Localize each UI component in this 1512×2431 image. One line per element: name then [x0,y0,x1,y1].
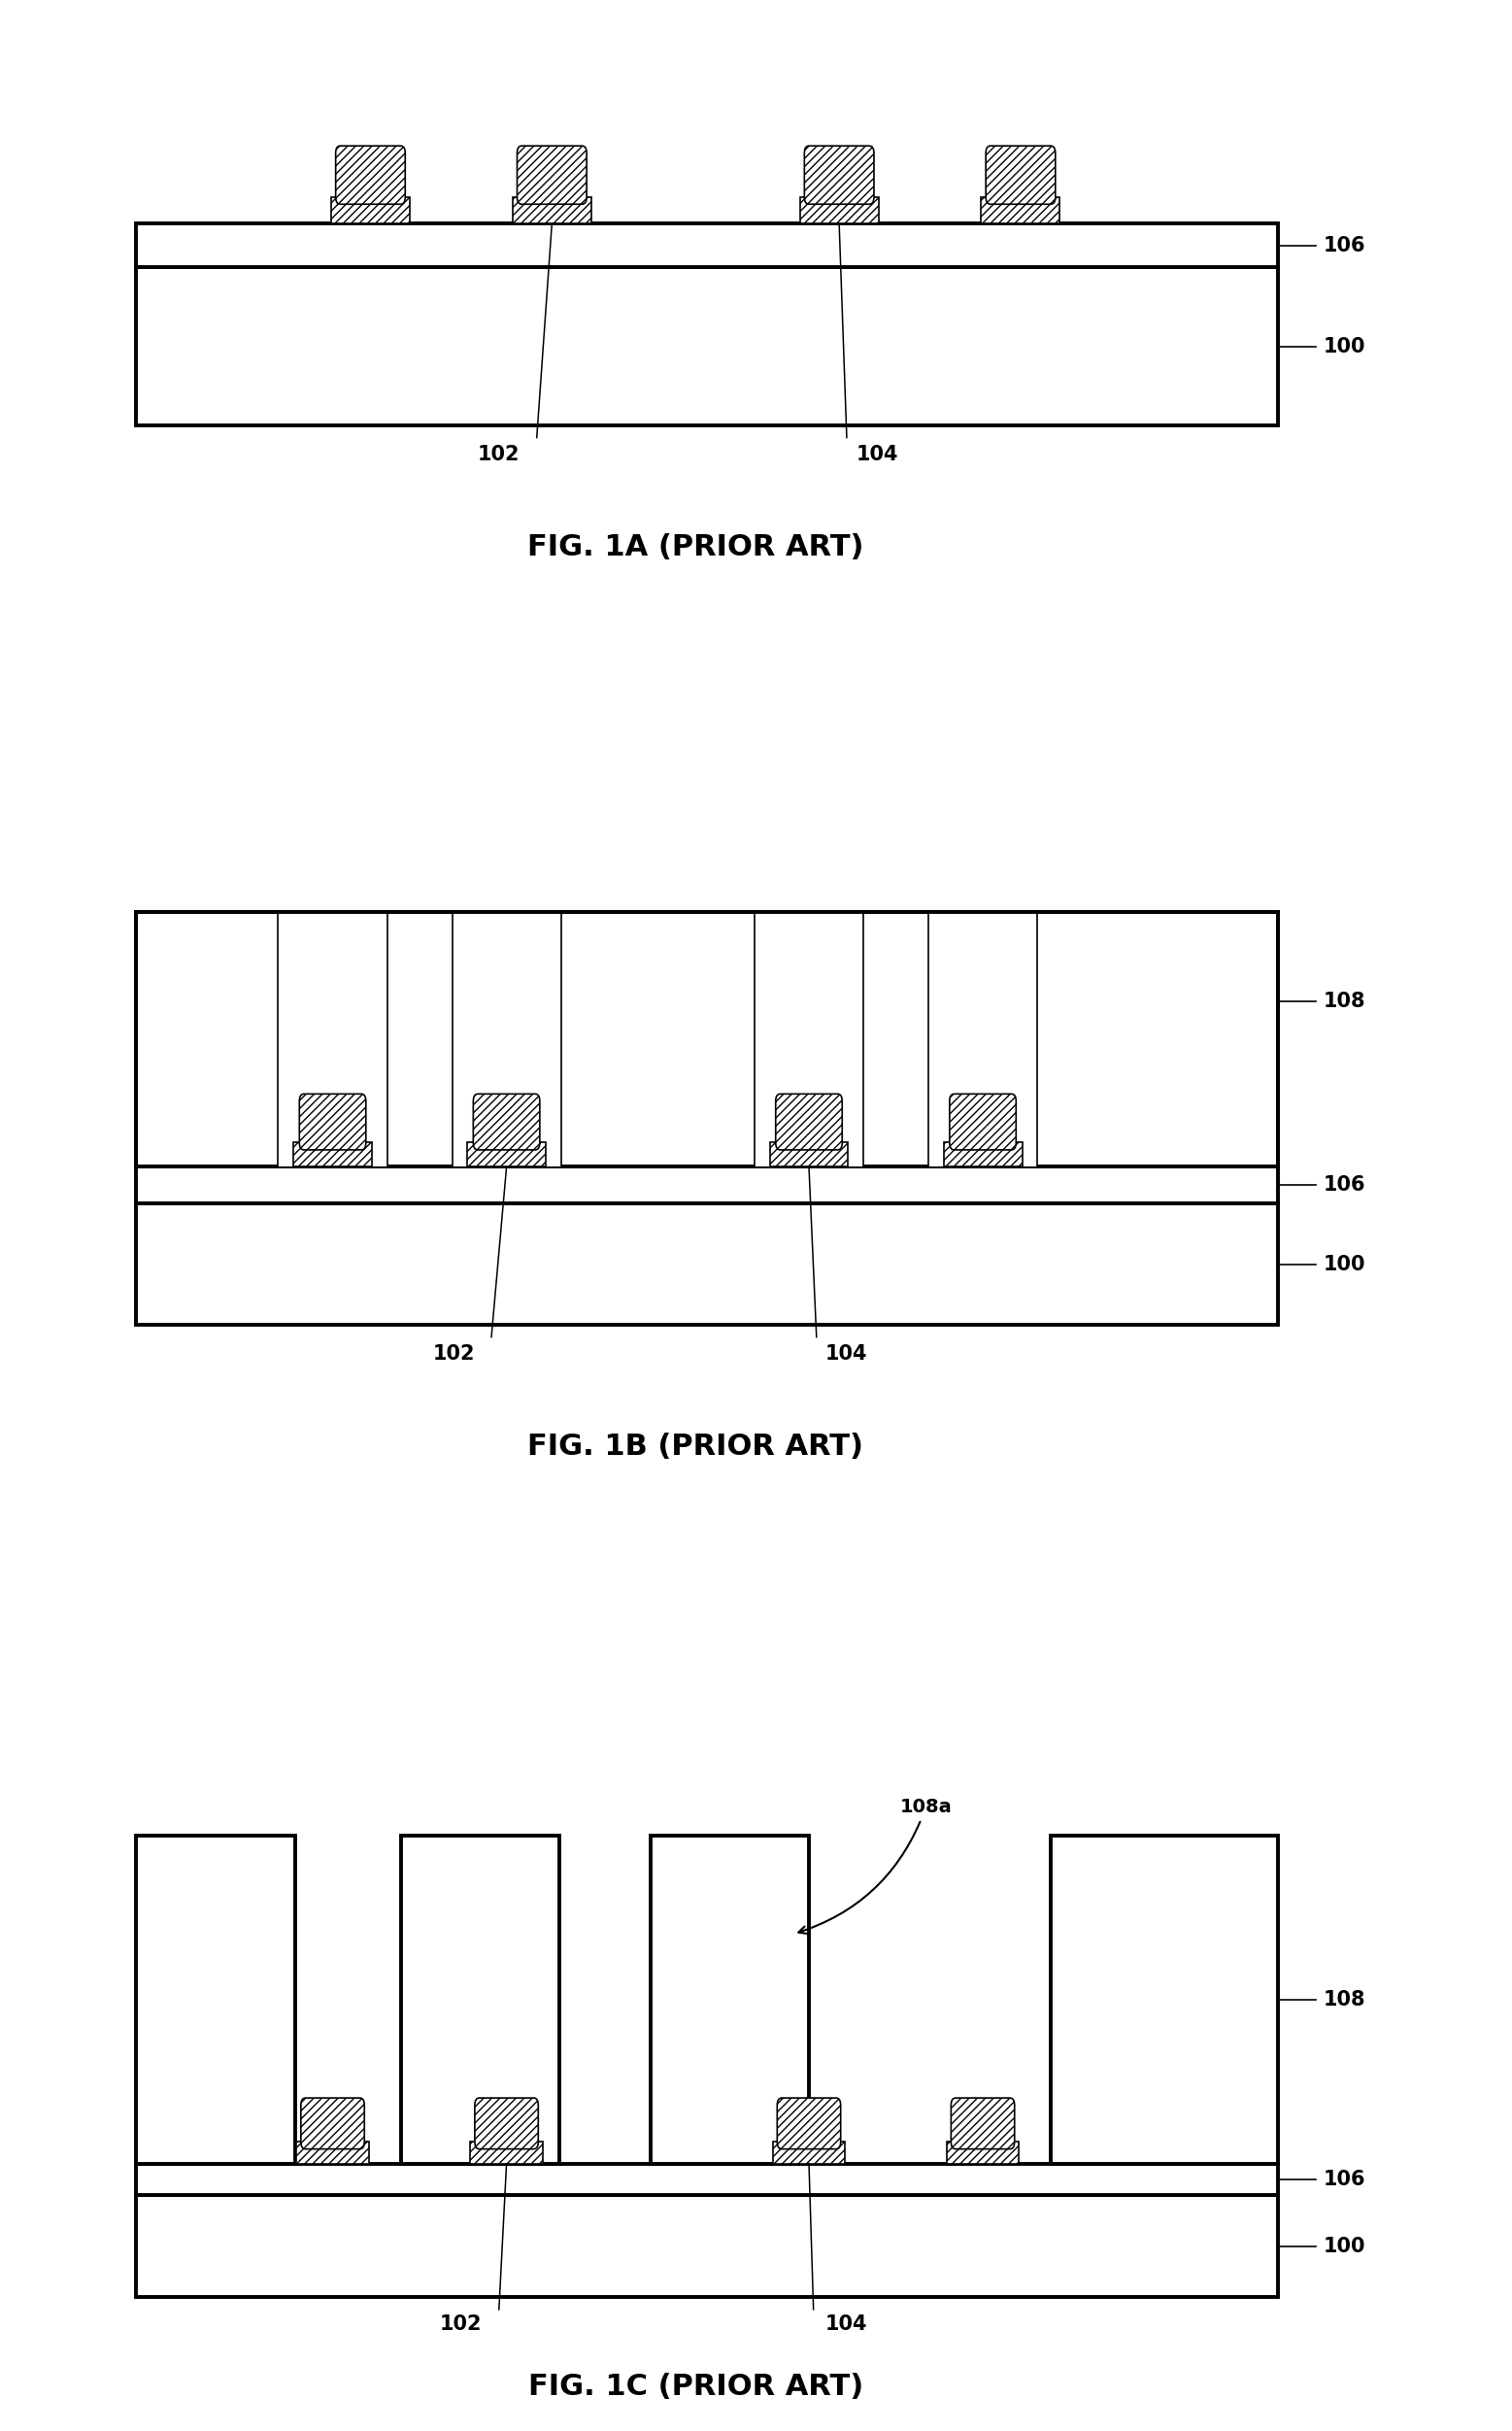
Bar [650,1835,809,2164]
FancyBboxPatch shape [777,2098,841,2149]
Bar [981,197,1060,224]
Bar [773,2142,845,2164]
Text: 102: 102 [478,445,520,464]
Bar [943,1143,1022,1167]
Text: FIG. 1C (PRIOR ART): FIG. 1C (PRIOR ART) [528,2373,863,2402]
Bar [401,1835,559,2164]
Text: 106: 106 [1323,236,1365,255]
Text: 100: 100 [1323,1254,1365,1274]
Text: FIG. 1A (PRIOR ART): FIG. 1A (PRIOR ART) [528,532,863,562]
Bar [296,2142,369,2164]
Text: 102: 102 [440,2314,482,2334]
Bar [136,2195,1278,2297]
Text: 106: 106 [1323,1177,1365,1194]
Bar [754,912,863,1167]
FancyBboxPatch shape [301,2098,364,2149]
FancyBboxPatch shape [950,1094,1016,1150]
Text: 106: 106 [1323,2171,1365,2188]
FancyBboxPatch shape [299,1094,366,1150]
Bar [331,197,410,224]
Text: 104: 104 [856,445,898,464]
Text: 102: 102 [432,1344,475,1364]
Bar [947,2142,1019,2164]
Bar [293,1143,372,1167]
Bar [1051,1835,1278,2164]
Bar [278,912,387,1167]
Bar [136,1835,295,2164]
Bar [470,2142,543,2164]
Text: 104: 104 [826,2314,868,2334]
FancyBboxPatch shape [473,1094,540,1150]
Bar [800,197,878,224]
Bar [452,912,561,1167]
FancyBboxPatch shape [475,2098,538,2149]
Bar [136,1203,1278,1325]
Text: 108: 108 [1323,1991,1365,2008]
FancyBboxPatch shape [517,146,587,204]
Bar [136,224,1278,267]
Bar [928,912,1037,1167]
Text: 104: 104 [826,1344,868,1364]
Text: 100: 100 [1323,338,1365,355]
Text: 100: 100 [1323,2237,1365,2256]
Text: FIG. 1B (PRIOR ART): FIG. 1B (PRIOR ART) [528,1432,863,1461]
Text: 108: 108 [1323,992,1365,1011]
Text: 108a: 108a [798,1799,953,1933]
FancyBboxPatch shape [336,146,405,204]
FancyBboxPatch shape [951,2098,1015,2149]
FancyBboxPatch shape [776,1094,842,1150]
Bar [770,1143,848,1167]
Bar [467,1143,546,1167]
Bar [136,267,1278,425]
Bar [513,197,591,224]
FancyBboxPatch shape [986,146,1055,204]
Bar [136,1167,1278,1203]
Bar [136,912,1278,1167]
Bar [136,2164,1278,2195]
FancyBboxPatch shape [804,146,874,204]
